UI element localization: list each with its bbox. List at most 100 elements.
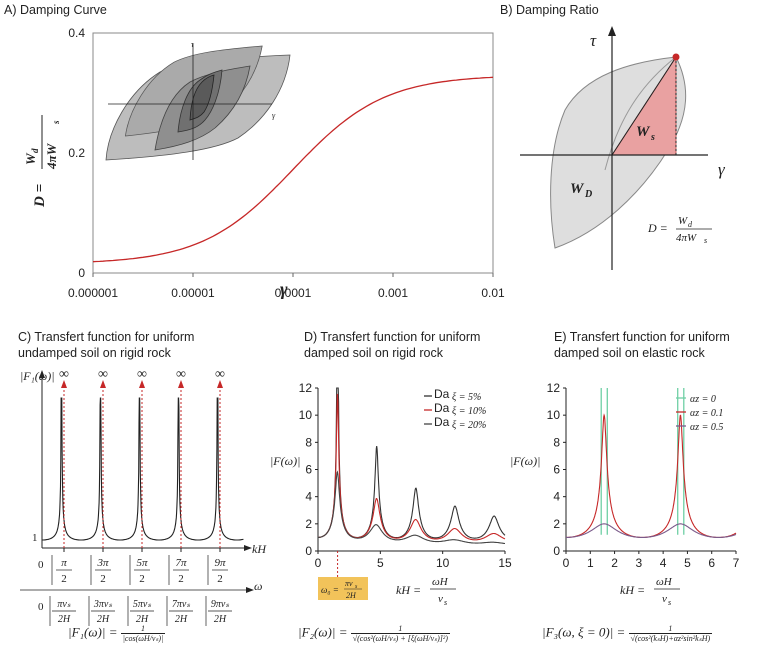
svg-text:πv: πv <box>345 579 353 588</box>
e-ytick-label: 2 <box>553 517 560 531</box>
omega0-label: ω₀ = πv s 2H <box>321 579 362 600</box>
c-infinity-label: ∞ <box>59 367 69 382</box>
svg-text:ωH: ωH <box>656 576 673 588</box>
c-y-arrow <box>39 370 45 378</box>
d-axis-label: D = W d 4πW s <box>23 115 61 208</box>
panel-d-title-1: D) Transfert function for uniform <box>304 330 481 344</box>
c-kh-num: 9π <box>214 557 226 569</box>
c-omega-num: 3πvₛ <box>93 599 112 610</box>
d-legend-prefix: Da <box>434 401 450 415</box>
ws-label: W <box>636 124 651 140</box>
c-infinity-label: ∞ <box>98 367 108 382</box>
inset-gamma-label: γ <box>272 111 276 120</box>
c-omega-num: 7πvₛ <box>172 599 190 610</box>
d-series-line <box>318 470 505 545</box>
e-ytick-label: 12 <box>547 381 561 395</box>
c-resonance-arrow <box>100 380 106 388</box>
c-omega-label: ω <box>254 579 262 593</box>
damping-curve-chart: 0 0.2 0.4 0.000001 0.00001 0.0001 0.001 0.01 τ… <box>23 26 505 300</box>
c-omega-num: πvₛ <box>57 599 70 610</box>
svg-text:D =: D = <box>647 221 668 235</box>
svg-text:s: s <box>51 120 61 125</box>
svg-text:kH =: kH = <box>396 583 421 597</box>
e-xtick-label: 6 <box>708 556 715 570</box>
e-ytick-label: 0 <box>553 544 560 558</box>
svg-text:4πW: 4πW <box>44 142 59 170</box>
d-ytick-label: 8 <box>305 435 312 449</box>
a-xtick-label: 0.0001 <box>275 286 312 300</box>
panel-e-title-2: damped soil on elastic rock <box>554 346 705 360</box>
c-kh-den: 2 <box>139 573 145 585</box>
c-kh-den: 2 <box>61 573 67 585</box>
d-xtick-label: 15 <box>498 556 512 570</box>
c-kh-den: 2 <box>217 573 223 585</box>
svg-text:kH =: kH = <box>620 583 645 597</box>
svg-text:v: v <box>438 593 443 605</box>
a-ytick-label: 0.4 <box>68 26 85 40</box>
svg-text:s: s <box>444 598 447 607</box>
c-omega-den: 2H <box>58 614 71 625</box>
panel-b-title: B) Damping Ratio <box>500 3 599 17</box>
c-zero-kh: 0 <box>38 559 44 571</box>
panel-c-title-2: undamped soil on rigid rock <box>18 346 171 360</box>
svg-text:d: d <box>30 148 40 153</box>
c-kh-num: π <box>61 557 67 569</box>
c-x-arrow <box>244 545 252 551</box>
c-omega-den: 2H <box>214 614 227 625</box>
e-xtick-label: 3 <box>636 556 643 570</box>
e-xtick-label: 7 <box>733 556 740 570</box>
c-kh-den: 2 <box>100 573 106 585</box>
d-legend-prefix: Da <box>434 415 450 429</box>
svg-text:D =: D = <box>32 184 48 208</box>
e-ytick-label: 4 <box>553 490 560 504</box>
c-omega-arrow <box>246 587 254 593</box>
d-legend-label: ξ = 20% <box>452 420 486 431</box>
c-omega-den: 2H <box>136 614 149 625</box>
e-xtick-label: 2 <box>611 556 618 570</box>
wd-label: W <box>570 181 585 197</box>
e-series-line <box>566 523 737 538</box>
panel-d-title-2: damped soil on rigid rock <box>304 346 443 360</box>
a-xtick-label: 0.001 <box>378 286 408 300</box>
eq-f1: |F₁(ω)| = 1 |cos(ωH/vₛ)| <box>68 624 166 643</box>
e-ytick-label: 8 <box>553 435 560 449</box>
d-xtick-label: 5 <box>377 556 384 570</box>
svg-text:2H: 2H <box>346 591 357 600</box>
d-ytick-label: 4 <box>305 490 312 504</box>
c-f1-axis-label: |F₁(ω)| <box>20 369 55 383</box>
c-kh-label: kH <box>252 542 267 556</box>
c-infinity-label: ∞ <box>215 367 225 382</box>
a-xtick-label: 0.00001 <box>171 286 215 300</box>
c-omega-den: 2H <box>175 614 188 625</box>
inset-hysteresis-loops: τ γ <box>105 40 291 161</box>
d-ytick-label: 2 <box>305 517 312 531</box>
e-legend-label: αz = 0 <box>690 394 716 405</box>
d-ytick-label: 0 <box>305 544 312 558</box>
e-series-line <box>566 413 737 538</box>
damping-curve-line <box>92 76 494 263</box>
svg-text:s: s <box>355 584 358 590</box>
d-kh-eq: kH = ωH v s <box>396 576 456 607</box>
eq-f3: |F₃(ω, ξ = 0)| = 1 √(cos²(kₛH)+αz²sin²kₛH… <box>542 624 713 643</box>
d-ytick-label: 6 <box>305 463 312 477</box>
d-ytick-label: 12 <box>299 381 313 395</box>
a-ytick-label: 0.2 <box>68 146 85 160</box>
b-gamma-label: γ <box>718 160 726 179</box>
c-omega-den: 2H <box>97 614 110 625</box>
d-f-axis-label: |F(ω)| <box>270 454 300 468</box>
c-zero-omega: 0 <box>38 601 44 613</box>
a-xtick-label: 0.01 <box>481 286 505 300</box>
c-omega-num: 9πvₛ <box>211 599 229 610</box>
ws-sub: s <box>650 132 655 143</box>
panel-c-title-1: C) Transfert function for uniform <box>18 330 195 344</box>
c-omega-num: 5πvₛ <box>133 599 151 610</box>
svg-text:ω₀ =: ω₀ = <box>321 585 339 595</box>
d-legend-label: ξ = 10% <box>452 406 486 417</box>
svg-text:v: v <box>662 593 667 605</box>
c-resonance-arrow <box>139 380 145 388</box>
c-kh-num: 3π <box>96 557 109 569</box>
gamma-axis-label: γ <box>280 279 288 299</box>
b-d-formula: D = W d 4πW s <box>647 215 712 245</box>
panel-e-title-1: E) Transfert function for uniform <box>554 330 730 344</box>
